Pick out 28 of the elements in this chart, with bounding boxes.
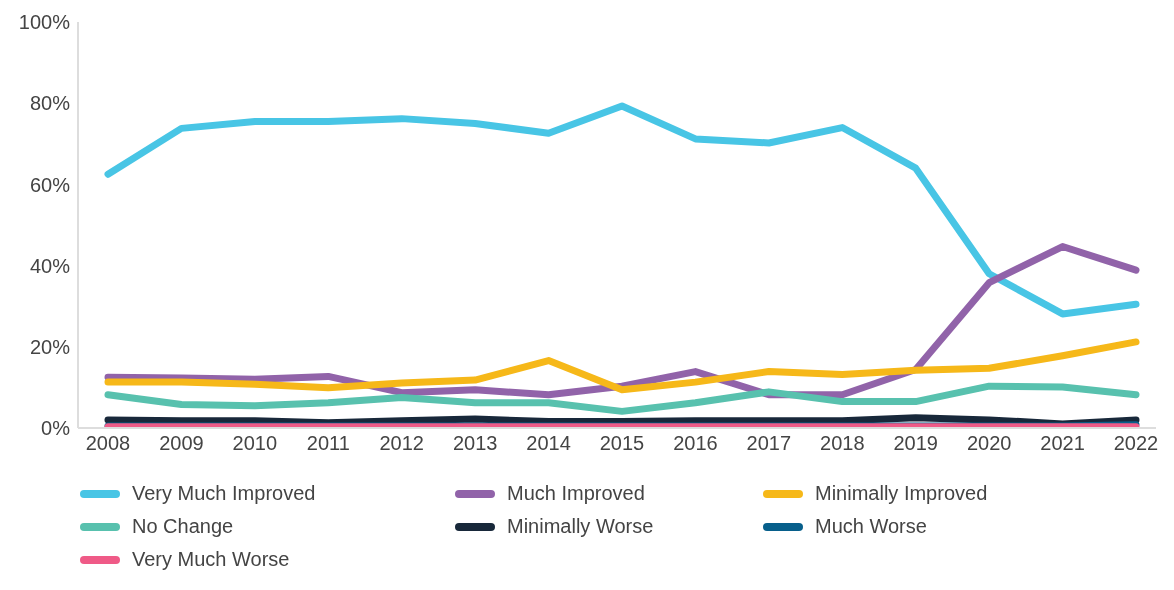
legend-label: Very Much Improved [132,482,316,505]
x-tick-label: 2013 [452,432,498,455]
y-tick-label: 100% [18,11,71,34]
legend-label: No Change [132,515,234,538]
x-tick-label: 2010 [232,432,278,455]
legend-label: Much Worse [815,515,927,538]
y-tick-label: 20% [29,335,71,358]
legend-label: Minimally Worse [507,515,654,538]
x-tick-label: 2008 [85,432,131,455]
x-tick-label: 2019 [893,432,938,455]
y-tick-label: 0% [41,417,71,440]
x-tick-label: 2014 [526,432,571,455]
legend-label: Much Improved [507,482,645,505]
x-tick-label: 2011 [306,432,350,455]
x-tick-label: 2015 [599,432,645,455]
x-tick-label: 2022 [1113,432,1159,455]
y-tick-label: 80% [29,92,71,115]
x-tick-label: 2016 [673,432,718,455]
y-tick-label: 60% [29,173,71,196]
x-tick-label: 2009 [159,432,204,455]
x-tick-label: 2020 [966,432,1012,455]
legend-label: Very Much Worse [132,548,290,571]
x-tick-label: 2017 [746,432,792,455]
y-tick-label: 40% [29,254,71,277]
x-tick-label: 2021 [1040,432,1085,455]
legend-label: Minimally Improved [815,482,988,505]
x-tick-label: 2018 [820,432,865,455]
x-tick-label: 2012 [379,432,424,455]
